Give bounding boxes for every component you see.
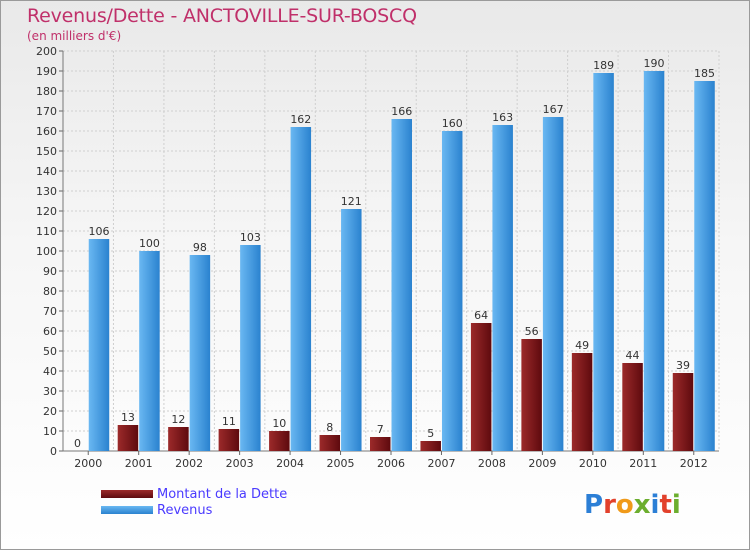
x-tick-label: 2003 — [226, 457, 254, 470]
bar-revenus — [492, 125, 513, 451]
bar-revenus — [542, 117, 564, 451]
data-label-dette: 12 — [171, 413, 185, 426]
data-label-revenus: 166 — [391, 105, 412, 118]
bar-revenus — [593, 73, 614, 451]
bar-dette — [622, 363, 643, 451]
bar-revenus — [441, 131, 463, 451]
bar-dette — [470, 323, 492, 451]
data-label-revenus: 162 — [290, 113, 311, 126]
data-label-dette: 13 — [121, 411, 135, 424]
data-label-dette: 39 — [676, 359, 690, 372]
bar-revenus — [189, 255, 211, 451]
data-label-revenus: 100 — [139, 237, 160, 250]
y-tick-label: 200 — [36, 45, 57, 58]
y-tick-label: 0 — [50, 445, 57, 458]
legend-label-revenus: Revenus — [157, 503, 213, 518]
x-tick-label: 2004 — [276, 457, 304, 470]
axes: 0102030405060708090100110120130140150160… — [36, 45, 719, 470]
y-tick-label: 120 — [36, 205, 57, 218]
data-label-dette: 11 — [222, 415, 236, 428]
data-label-dette: 7 — [377, 423, 384, 436]
bar-revenus — [391, 119, 412, 451]
x-tick-label: 2009 — [528, 457, 556, 470]
bar-dette — [269, 431, 290, 451]
bar-dette — [218, 429, 240, 451]
data-label-dette: 56 — [525, 325, 539, 338]
data-label-revenus: 167 — [543, 103, 564, 116]
y-tick-label: 70 — [43, 305, 57, 318]
x-tick-label: 2006 — [377, 457, 405, 470]
bar-dette — [168, 427, 189, 451]
bar-revenus — [139, 251, 160, 451]
data-label-dette: 0 — [74, 437, 81, 450]
data-label-dette: 8 — [326, 421, 333, 434]
y-tick-label: 10 — [43, 425, 57, 438]
bar-revenus — [341, 209, 362, 451]
bar-revenus — [643, 71, 665, 451]
bar-revenus — [694, 81, 715, 451]
y-tick-label: 60 — [43, 325, 57, 338]
y-tick-label: 90 — [43, 265, 57, 278]
legend-label-dette: Montant de la Dette — [157, 487, 288, 502]
bar-revenus — [88, 239, 110, 451]
data-label-dette: 10 — [272, 417, 286, 430]
y-tick-label: 170 — [36, 105, 57, 118]
legend-swatch-dette — [101, 490, 153, 498]
y-tick-label: 110 — [36, 225, 57, 238]
data-label-dette: 64 — [474, 309, 488, 322]
data-label-revenus: 163 — [492, 111, 513, 124]
data-labels: 0 106 13 100 12 98 11 103 10 162 8 121 7 166 5 160 64 163… — [74, 57, 715, 450]
x-tick-label: 2007 — [427, 457, 455, 470]
x-tick-label: 2002 — [175, 457, 203, 470]
x-tick-label: 2011 — [629, 457, 657, 470]
data-label-revenus: 160 — [442, 117, 463, 130]
y-tick-label: 190 — [36, 65, 57, 78]
x-tick-label: 2001 — [125, 457, 153, 470]
data-label-revenus: 121 — [341, 195, 362, 208]
bar-dette — [370, 437, 391, 451]
y-tick-label: 80 — [43, 285, 57, 298]
chart-subtitle: (en milliers d'€) — [27, 29, 122, 43]
proxiti-logo: Proxiti — [584, 490, 681, 520]
bar-dette — [117, 425, 139, 451]
data-label-dette: 5 — [427, 427, 434, 440]
y-tick-label: 20 — [43, 405, 57, 418]
legend-swatch-revenus — [101, 506, 153, 514]
bar-dette — [672, 373, 694, 451]
bar-revenus — [290, 127, 312, 451]
data-label-revenus: 98 — [193, 241, 207, 254]
data-label-revenus: 106 — [88, 225, 109, 238]
data-label-revenus: 189 — [593, 59, 614, 72]
chart-title: Revenus/Dette - ANCTOVILLE-SUR-BOSCQ — [27, 5, 417, 27]
y-tick-label: 40 — [43, 365, 57, 378]
data-label-revenus: 103 — [240, 231, 261, 244]
y-tick-label: 100 — [36, 245, 57, 258]
y-tick-label: 140 — [36, 165, 57, 178]
y-tick-label: 50 — [43, 345, 57, 358]
bar-revenus — [240, 245, 261, 451]
x-tick-label: 2012 — [680, 457, 708, 470]
data-label-dette: 49 — [575, 339, 589, 352]
y-tick-label: 180 — [36, 85, 57, 98]
y-tick-label: 160 — [36, 125, 57, 138]
bar-dette — [420, 441, 441, 451]
x-tick-label: 2010 — [579, 457, 607, 470]
data-label-dette: 44 — [626, 349, 640, 362]
x-tick-label: 2008 — [478, 457, 506, 470]
y-tick-label: 130 — [36, 185, 57, 198]
data-label-revenus: 190 — [644, 57, 665, 70]
bar-dette — [521, 339, 542, 451]
y-tick-label: 150 — [36, 145, 57, 158]
bar-dette — [319, 435, 341, 451]
x-tick-label: 2000 — [74, 457, 102, 470]
data-label-revenus: 185 — [694, 67, 715, 80]
bar-dette — [571, 353, 593, 451]
x-tick-label: 2005 — [327, 457, 355, 470]
bars — [88, 71, 715, 451]
y-tick-label: 30 — [43, 385, 57, 398]
